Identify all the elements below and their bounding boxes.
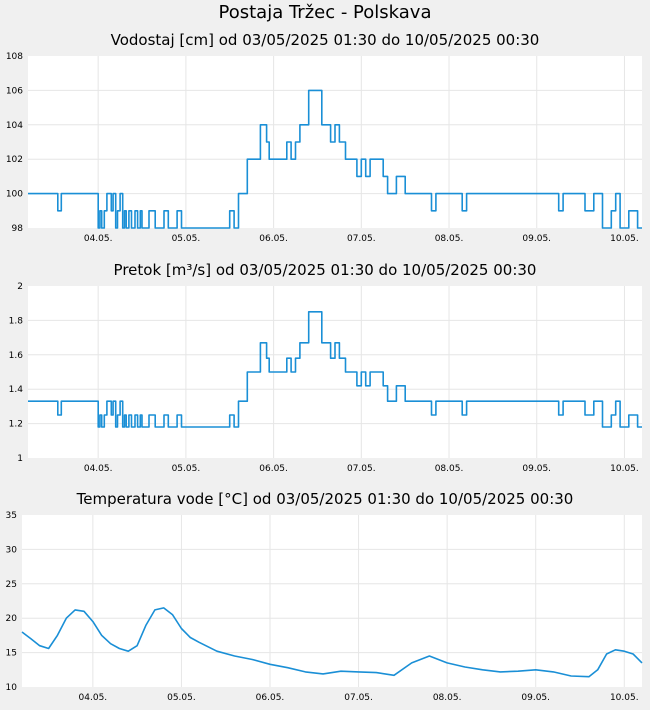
- x-tick-label: 05.05.: [172, 234, 201, 244]
- x-tick-label: 07.05.: [347, 464, 376, 474]
- x-tick-label: 06.05.: [259, 234, 288, 244]
- plot-area: [28, 286, 642, 458]
- y-tick-label: 102: [6, 155, 23, 165]
- series-line: [28, 89, 642, 229]
- y-tick-label: 98: [12, 224, 24, 234]
- y-tick-label: 1.8: [9, 316, 24, 326]
- y-tick-label: 1.6: [9, 351, 24, 361]
- series-line: [21, 607, 643, 678]
- y-tick-label: 100: [6, 190, 23, 200]
- chart-water-temperature: Temperatura vode [°C] od 03/05/2025 01:3…: [6, 490, 643, 703]
- x-tick-label: 07.05.: [347, 234, 376, 244]
- x-tick-label: 08.05.: [435, 464, 464, 474]
- x-tick-label: 06.05.: [259, 464, 288, 474]
- x-tick-label: 08.05.: [433, 693, 462, 703]
- y-tick-label: 25: [6, 580, 17, 590]
- y-tick-label: 30: [6, 545, 18, 555]
- y-tick-label: 106: [6, 86, 23, 96]
- chart-title: Vodostaj [cm] od 03/05/2025 01:30 do 10/…: [111, 31, 540, 49]
- y-tick-label: 1: [17, 454, 23, 464]
- x-tick-label: 09.05.: [521, 693, 550, 703]
- chart-title: Pretok [m³/s] od 03/05/2025 01:30 do 10/…: [114, 261, 537, 279]
- x-tick-label: 10.05.: [610, 693, 639, 703]
- y-tick-label: 1.2: [9, 420, 23, 430]
- y-tick-label: 108: [6, 52, 23, 62]
- x-tick-label: 06.05.: [256, 693, 285, 703]
- plot-area: [22, 515, 642, 687]
- chart-discharge: Pretok [m³/s] od 03/05/2025 01:30 do 10/…: [9, 261, 642, 474]
- x-tick-label: 10.05.: [610, 234, 639, 244]
- y-tick-label: 35: [6, 511, 17, 521]
- x-tick-label: 09.05.: [522, 464, 551, 474]
- y-tick-label: 2: [17, 282, 23, 292]
- x-tick-label: 08.05.: [435, 234, 464, 244]
- page-title: Postaja Tržec - Polskava: [218, 2, 432, 23]
- y-tick-label: 104: [6, 121, 23, 131]
- series-line: [28, 311, 642, 428]
- x-tick-label: 05.05.: [167, 693, 196, 703]
- y-tick-label: 10: [6, 683, 18, 693]
- y-tick-label: 1.4: [9, 385, 24, 395]
- x-tick-label: 04.05.: [79, 693, 108, 703]
- x-tick-label: 04.05.: [84, 464, 113, 474]
- x-tick-label: 09.05.: [522, 234, 551, 244]
- y-tick-label: 15: [6, 649, 17, 659]
- y-tick-label: 20: [6, 614, 18, 624]
- x-tick-label: 04.05.: [84, 234, 113, 244]
- x-tick-label: 10.05.: [610, 464, 639, 474]
- x-tick-label: 05.05.: [172, 464, 201, 474]
- x-tick-label: 07.05.: [344, 693, 373, 703]
- chart-water-level: Vodostaj [cm] od 03/05/2025 01:30 do 10/…: [6, 31, 642, 244]
- chart-title: Temperatura vode [°C] od 03/05/2025 01:3…: [76, 490, 574, 508]
